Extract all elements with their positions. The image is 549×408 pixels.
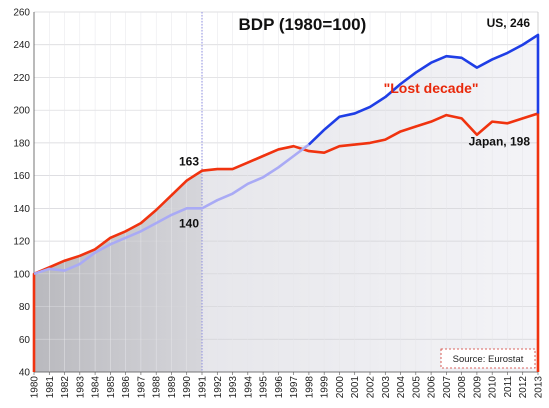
annotations: BDP (1980=100) 163 140 US, 246 Japan, 19… (179, 15, 530, 230)
x-tick-label: 1981 (45, 376, 56, 399)
x-tick-label: 1988 (152, 376, 163, 399)
y-tick-label: 80 (19, 302, 31, 313)
us-end-label: US, 246 (487, 16, 531, 30)
x-tick-label: 1980 (30, 376, 41, 399)
x-tick-label: 2013 (534, 376, 545, 399)
x-tick-label: 1999 (320, 376, 331, 399)
x-tick-label: 2005 (411, 376, 422, 399)
y-tick-label: 140 (13, 204, 30, 215)
source-note: Source: Eurostat (453, 354, 524, 365)
y-tick-label: 240 (13, 40, 30, 51)
x-tick-label: 2009 (472, 376, 483, 399)
x-tick-label: 1991 (198, 376, 209, 399)
x-tick-label: 2003 (381, 376, 392, 399)
x-tick-label: 2002 (366, 376, 377, 399)
gridlines (33, 11, 539, 373)
series-line-us (308, 33, 540, 146)
source-box: Source: Eurostat (440, 348, 536, 369)
y-tick-label: 120 (13, 237, 30, 248)
x-tick-label: 2004 (396, 376, 407, 399)
x-tick-label: 2000 (335, 376, 346, 399)
y-tick-label: 220 (13, 73, 30, 84)
x-tick-label: 2011 (503, 376, 514, 398)
x-tick-label: 2010 (488, 376, 499, 399)
y-tick-label: 100 (13, 269, 30, 280)
x-tick-label: 1985 (106, 376, 117, 399)
y-tick-label: 60 (19, 335, 31, 346)
x-tick-label: 1997 (289, 376, 300, 399)
x-tick-label: 1990 (182, 376, 193, 399)
y-tick-label: 200 (13, 106, 30, 117)
series-lines (32, 33, 540, 372)
x-tick-label: 1982 (60, 376, 71, 399)
series-line-us-early (33, 143, 310, 276)
x-tick-label: 2008 (457, 376, 468, 399)
us-1991-label: 140 (179, 216, 199, 230)
y-tick-label: 180 (13, 138, 30, 149)
chart-title: BDP (1980=100) (239, 15, 367, 34)
x-tick-label: 1995 (259, 376, 270, 399)
x-tick-label: 2012 (518, 376, 529, 399)
x-tick-label: 1996 (274, 376, 285, 399)
lost-decade-label: "Lost decade" (384, 80, 479, 96)
series-line-japan (32, 112, 540, 372)
x-tick-label: 1989 (167, 376, 178, 399)
x-tick-label: 1984 (91, 376, 102, 399)
x-tick-label: 1987 (136, 376, 147, 399)
x-tick-label: 1998 (304, 376, 315, 399)
y-tick-label: 160 (13, 171, 30, 182)
x-tick-label: 2001 (350, 376, 361, 399)
y-tick-label: 40 (19, 368, 31, 379)
x-tick-label: 2006 (427, 376, 438, 399)
x-tick-label: 2007 (442, 376, 453, 399)
japan-1991-label: 163 (179, 155, 199, 169)
japan-end-label: Japan, 198 (469, 134, 531, 148)
x-tick-label: 1993 (228, 376, 239, 399)
x-tick-label: 1983 (75, 376, 86, 399)
x-tick-label: 1986 (121, 376, 132, 399)
x-tick-label: 1994 (243, 376, 254, 399)
y-tick-label: 260 (13, 8, 30, 19)
axes: 40 60 80 100 120 140 160 180 200 220 240 260 1980 198… (13, 8, 544, 399)
x-tick-label: 1992 (213, 376, 224, 399)
